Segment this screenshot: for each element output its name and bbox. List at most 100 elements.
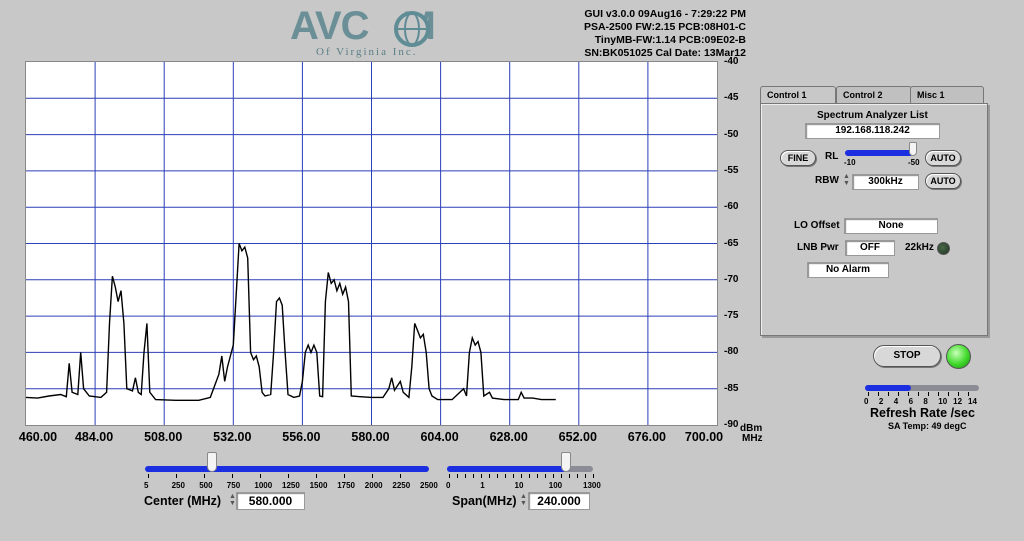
scale-label: 1 [480,481,485,490]
y-tick-label: -45 [724,92,739,104]
globe-icon [394,11,430,47]
y-tick-label: -55 [724,164,739,176]
center-input[interactable]: 580.000 [236,492,305,510]
device-info: GUI v3.0.0 09Aug16 - 7:29:22 PM PSA-2500… [446,8,746,60]
x-tick-label: 484.00 [74,430,114,444]
ip-address-field[interactable]: 192.168.118.242 [805,123,940,139]
rbw-field[interactable]: 300kHz [852,174,919,190]
center-label: Center (MHz) [144,494,222,508]
y-tick-label: -90 [724,419,739,430]
y-tick-label: -60 [724,201,739,213]
scale-label: 2 [878,397,884,406]
lo-offset-field[interactable]: None [844,218,938,234]
scale-label: 4 [893,397,899,406]
y-tick-label: -70 [724,273,739,285]
analyzer-list-title: Spectrum Analyzer List [817,110,928,121]
scale-label: 250 [171,481,185,490]
scale-label: 5 [144,481,149,490]
rl-min-label: -10 [844,158,856,167]
refresh-rate-label: Refresh Rate /sec [870,406,975,420]
tab-misc-1[interactable]: Misc 1 [910,86,984,103]
stop-button[interactable]: STOP [873,345,941,367]
tab-control-1[interactable]: Control 1 [760,86,836,105]
refresh-ticks [868,392,978,396]
lo-offset-label: LO Offset [794,220,840,231]
scale-label: 10 [514,481,524,490]
spectrum-trace [26,243,556,401]
y-tick-label: -85 [724,382,739,394]
scale-label: 2250 [392,481,411,490]
scale-label: 6 [908,397,914,406]
lnb-pwr-label: LNB Pwr [797,242,839,253]
x-unit-label: MHz [742,433,763,444]
center-ticks [148,474,428,478]
device-info-line: PSA-2500 FW:2.15 PCB:08H01-C [583,21,746,33]
scale-label: 500 [199,481,213,490]
scale-label: 2000 [364,481,383,490]
refresh-rate-fill [865,385,911,391]
rl-slider-track[interactable] [845,150,913,156]
scale-label: 0 [446,481,451,490]
x-tick-label: 556.00 [282,430,321,444]
control-panel: Spectrum Analyzer List 192.168.118.242 F… [760,103,988,336]
scale-label: 750 [226,481,241,490]
span-spinner[interactable]: ▲ ▼ [520,493,527,507]
y-tick-label: -40 [724,56,739,67]
center-spinner[interactable]: ▲ ▼ [229,493,236,507]
device-info-line: TinyMB-FW:1.14 PCB:09E02-B [594,34,746,46]
scale-label: 1000 [254,481,273,490]
span-ticks [449,474,595,478]
logo-subtitle: Of Virginia Inc. [316,46,418,58]
y-unit-label: dBm [740,423,763,434]
scale-label: 12 [953,397,963,406]
y-tick-label: -80 [724,346,739,358]
fine-button[interactable]: FINE [780,150,816,166]
center-slider-track[interactable] [145,466,429,472]
scale-label: 14 [968,397,977,406]
center-slider-thumb[interactable] [207,452,218,472]
22khz-label: 22kHz [905,242,934,253]
x-tick-label: 604.00 [420,430,459,444]
span-input[interactable]: 240.000 [528,492,590,510]
rl-slider-thumb[interactable] [909,142,917,156]
lnb-pwr-field[interactable]: OFF [845,240,895,256]
x-tick-label: 580.00 [351,430,390,444]
running-indicator-led [946,344,971,369]
scale-label: 1250 [282,481,300,490]
scale-label: 100 [548,481,563,490]
avcom-logo: AVCM Of Virginia Inc. [290,4,460,60]
scale-label: 0 [864,397,869,406]
alarm-status-field: No Alarm [807,262,889,278]
rbw-auto-button[interactable]: AUTO [925,173,961,189]
scale-label: 1500 [309,481,328,490]
device-info-line: SN:BK051025 Cal Date: 13Mar12 [584,47,746,59]
scale-label: 8 [923,397,928,406]
rl-auto-button[interactable]: AUTO [925,150,961,166]
x-tick-label: 508.00 [144,430,183,444]
span-label: Span(MHz) [452,494,517,508]
scale-label: 1750 [337,481,355,490]
22khz-indicator-led [937,242,950,255]
span-slider-thumb[interactable] [561,452,572,472]
sa-temperature-label: SA Temp: 49 degC [888,421,967,431]
scale-label: 10 [938,397,948,406]
y-tick-label: -65 [724,237,739,249]
x-tick-label: 676.00 [627,430,666,444]
rl-max-label: -50 [908,158,920,167]
x-tick-label: 700.00 [684,430,724,444]
span-slider-fill [447,466,567,472]
device-info-line: GUI v3.0.0 09Aug16 - 7:29:22 PM [584,8,746,20]
y-tick-label: -50 [724,128,739,140]
x-tick-label: 460.00 [18,430,58,444]
x-tick-label: 628.00 [489,430,528,444]
x-tick-label: 652.00 [558,430,597,444]
tab-control-2[interactable]: Control 2 [836,86,912,103]
spectrum-trace-canvas [26,62,717,425]
rbw-spinner[interactable]: ▲ ▼ [843,173,850,187]
x-tick-label: 532.00 [213,430,252,444]
y-tick-label: -75 [724,310,739,322]
rbw-label: RBW [815,175,839,186]
spectrum-plot[interactable] [25,61,718,426]
scale-label: 2500 [420,481,438,490]
refresh-rate-slider[interactable] [865,385,979,391]
